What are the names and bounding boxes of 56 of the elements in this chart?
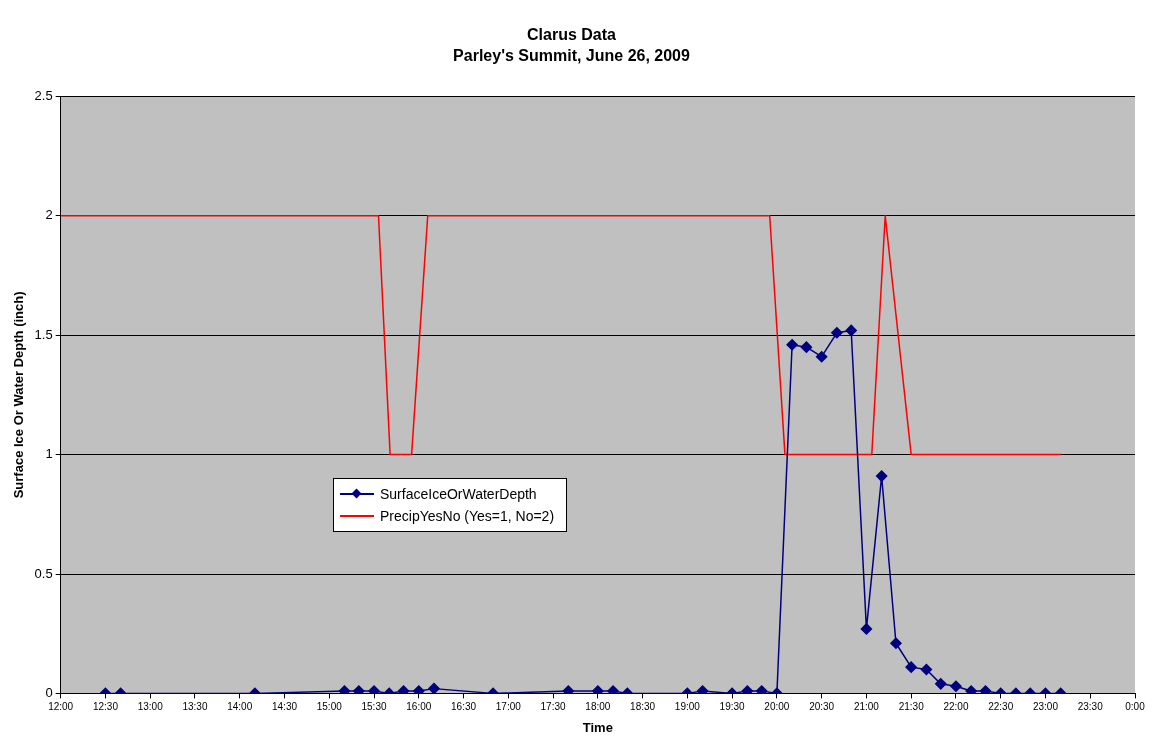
point — [950, 680, 962, 692]
legend-label: SurfaceIceOrWaterDepth — [380, 486, 537, 502]
chart-title: Clarus Data — [527, 26, 617, 44]
x-tick-label: 21:00 — [853, 701, 880, 713]
x-tick-label: 14:00 — [227, 701, 253, 713]
x-tick-label: 23:30 — [1077, 701, 1104, 713]
x-tick-label: 18:00 — [585, 701, 611, 713]
legend-label: PrecipYesNo (Yes=1, No=2) — [380, 508, 555, 524]
x-tick-label: 19:30 — [719, 701, 746, 713]
point — [353, 685, 365, 694]
point — [368, 685, 380, 694]
point — [875, 470, 888, 482]
y-axis-title: Surface Ice Or Water Depth (inch) — [11, 291, 27, 499]
x-tick-label: 18:30 — [630, 701, 656, 713]
x-tick-label: 17:30 — [540, 701, 567, 713]
point — [934, 678, 947, 690]
x-tick-label: 13:30 — [182, 701, 208, 713]
x-tick-label: 19:00 — [674, 701, 701, 713]
x-tick-label: 17:00 — [495, 701, 522, 713]
point — [905, 661, 917, 673]
point — [800, 341, 813, 353]
y-tick-label: 0.5 — [34, 565, 53, 581]
x-tick-label: 15:00 — [316, 701, 343, 713]
y-tick-label: 0 — [45, 684, 53, 700]
point — [413, 685, 425, 694]
x-tick-label: 16:30 — [451, 701, 477, 713]
x-tick-label: 0:00 — [1125, 701, 1146, 713]
point — [890, 637, 902, 649]
point — [831, 327, 843, 339]
point — [920, 663, 933, 676]
x-axis-title: Time — [582, 719, 613, 735]
point — [592, 685, 604, 694]
x-tick-label: 22:30 — [988, 701, 1014, 713]
y-tick-label: 1 — [45, 446, 53, 462]
x-tick-label: 12:00 — [48, 701, 74, 713]
x-tick-label: 20:00 — [764, 701, 790, 713]
point — [786, 339, 798, 351]
x-tick-label: 12:30 — [92, 701, 119, 713]
y-tick-label: 1.5 — [34, 326, 53, 342]
point — [428, 682, 440, 694]
x-tick-label: 23:00 — [1032, 701, 1059, 713]
point — [965, 685, 977, 694]
x-tick-label: 14:30 — [271, 701, 298, 713]
y-tick-label: 2.5 — [34, 87, 53, 103]
x-tick-label: 22:00 — [943, 701, 969, 713]
point — [860, 623, 873, 635]
chart-subtitle: Parley's Summit, June 26, 2009 — [453, 47, 691, 65]
x-tick-label: 13:00 — [137, 701, 164, 713]
x-tick-label: 15:30 — [361, 701, 387, 713]
point — [815, 350, 828, 363]
x-tick-label: 16:00 — [406, 701, 432, 713]
x-tick-label: 21:30 — [898, 701, 925, 713]
x-tick-label: 20:30 — [809, 701, 835, 713]
point — [607, 685, 619, 694]
y-tick-label: 2 — [45, 207, 53, 223]
point — [845, 324, 857, 337]
